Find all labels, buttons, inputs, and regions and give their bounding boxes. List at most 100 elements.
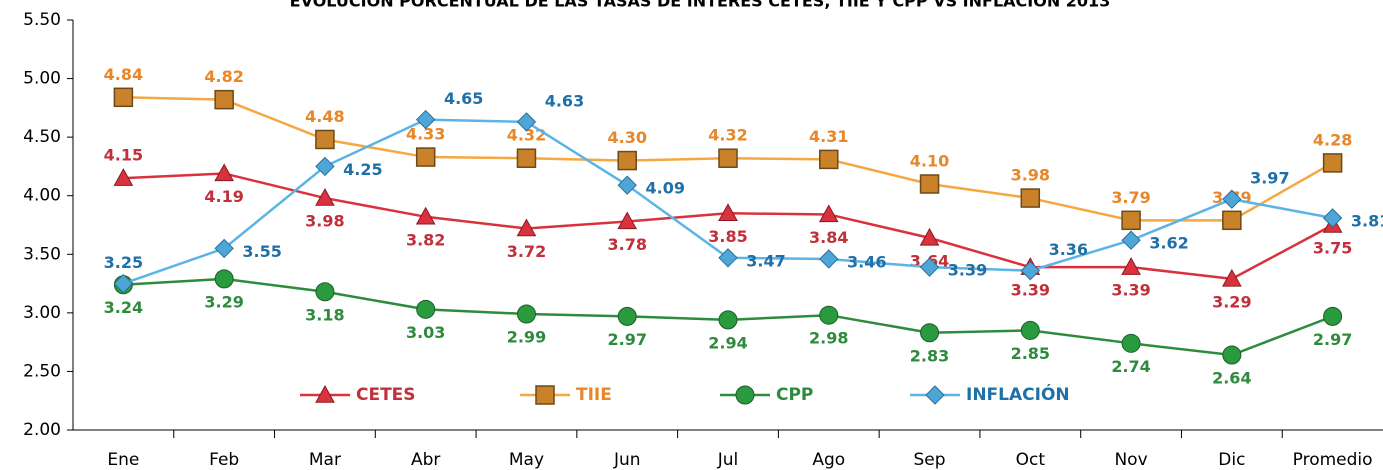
marker (214, 89, 234, 110)
value-label: 3.85 (708, 227, 747, 246)
marker (315, 282, 335, 302)
value-label: 4.10 (910, 152, 949, 171)
marker (718, 248, 738, 268)
marker (1121, 230, 1141, 250)
x-tick-label: Oct (1016, 450, 1046, 470)
marker (617, 306, 637, 326)
marker (617, 175, 637, 195)
marker (919, 227, 940, 246)
marker (718, 310, 738, 330)
legend-label: INFLACIÓN (966, 383, 1070, 405)
value-label: 3.75 (1313, 239, 1352, 258)
value-label: 4.31 (809, 127, 848, 146)
marker (113, 168, 134, 186)
marker (1323, 306, 1343, 326)
marker (214, 269, 234, 289)
value-label: 3.98 (305, 212, 344, 231)
marker (214, 163, 235, 182)
value-label: 4.32 (507, 126, 546, 145)
value-label: 4.25 (343, 160, 382, 179)
x-tick-label: Ene (107, 450, 139, 470)
value-label: 3.62 (1149, 234, 1188, 253)
value-label: 2.98 (809, 329, 848, 348)
marker (1322, 153, 1343, 173)
value-label: 2.85 (1011, 344, 1050, 363)
marker (315, 188, 335, 206)
marker (718, 203, 738, 221)
marker (617, 211, 638, 230)
marker (214, 238, 234, 259)
marker (919, 174, 940, 194)
value-label: 3.39 (1111, 281, 1150, 300)
value-label: 4.84 (104, 65, 143, 84)
value-label: 4.09 (645, 179, 684, 198)
marker (1020, 320, 1040, 340)
value-label: 3.29 (204, 292, 243, 311)
y-tick-label: 2.00 (23, 420, 61, 440)
x-tick-label: May (509, 450, 544, 470)
marker (516, 112, 537, 132)
marker (1020, 188, 1041, 208)
value-label: 3.24 (104, 298, 143, 317)
value-label: 3.03 (406, 323, 445, 342)
marker (415, 147, 436, 167)
marker (1121, 333, 1141, 353)
value-label: 2.83 (910, 346, 949, 365)
value-label: 3.84 (809, 228, 848, 247)
marker (1222, 210, 1242, 231)
value-label: 3.39 (948, 261, 987, 280)
marker (315, 129, 335, 150)
value-label: 4.28 (1313, 130, 1352, 149)
value-label: 3.82 (406, 230, 445, 249)
value-label: 3.36 (1049, 240, 1088, 259)
x-tick-label: Feb (209, 450, 239, 470)
marker (819, 249, 839, 269)
value-label: 3.46 (847, 252, 886, 271)
value-label: 4.30 (607, 128, 646, 147)
marker (1121, 257, 1141, 275)
y-tick-label: 2.50 (23, 361, 61, 381)
x-tick-label: Nov (1114, 450, 1147, 470)
value-label: 2.97 (607, 330, 646, 349)
marker (1222, 189, 1242, 209)
y-tick-label: 5.50 (23, 10, 61, 30)
marker (516, 148, 537, 168)
marker (925, 385, 945, 405)
marker (516, 304, 536, 324)
marker (1222, 345, 1242, 365)
value-label: 4.32 (708, 126, 747, 145)
value-label: 4.33 (406, 125, 445, 144)
marker (920, 323, 940, 343)
y-tick-label: 4.00 (23, 186, 61, 206)
legend-item: TIIE (520, 385, 612, 405)
x-tick-label: Mar (309, 450, 341, 470)
x-tick-label: Jun (613, 450, 641, 470)
marker (113, 273, 134, 294)
legend-label: TIIE (576, 385, 612, 405)
x-tick-label: Ago (812, 450, 845, 470)
value-label: 4.65 (444, 89, 483, 108)
chart-title: EVOLUCIÓN PORCENTUAL DE LAS TASAS DE INT… (290, 0, 1111, 11)
x-tick-label: Promedio (1293, 450, 1373, 470)
value-label: 4.19 (204, 187, 243, 206)
marker (735, 385, 755, 405)
value-label: 4.15 (104, 146, 143, 165)
legend-label: CETES (356, 385, 416, 405)
value-label: 3.98 (1011, 166, 1050, 185)
marker (919, 257, 940, 277)
value-label: 2.97 (1313, 330, 1352, 349)
value-label: 2.94 (708, 333, 747, 352)
marker (516, 218, 537, 237)
marker (819, 305, 839, 325)
value-label: 3.25 (104, 253, 143, 272)
y-tick-label: 3.50 (23, 244, 61, 264)
marker (535, 385, 555, 405)
y-tick-label: 4.50 (23, 127, 61, 147)
marker (415, 206, 436, 225)
value-label: 3.78 (607, 235, 646, 254)
y-tick-label: 5.00 (23, 69, 61, 89)
marker (1322, 208, 1343, 228)
x-tick-label: Abr (411, 450, 440, 470)
value-label: 3.39 (1011, 281, 1050, 300)
value-label: 2.64 (1212, 369, 1251, 388)
